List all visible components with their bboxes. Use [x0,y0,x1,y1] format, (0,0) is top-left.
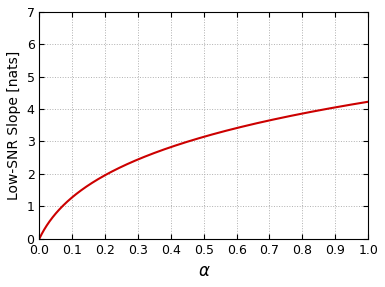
X-axis label: α: α [198,262,209,280]
Y-axis label: Low-SNR Slope [nats]: Low-SNR Slope [nats] [7,51,21,200]
